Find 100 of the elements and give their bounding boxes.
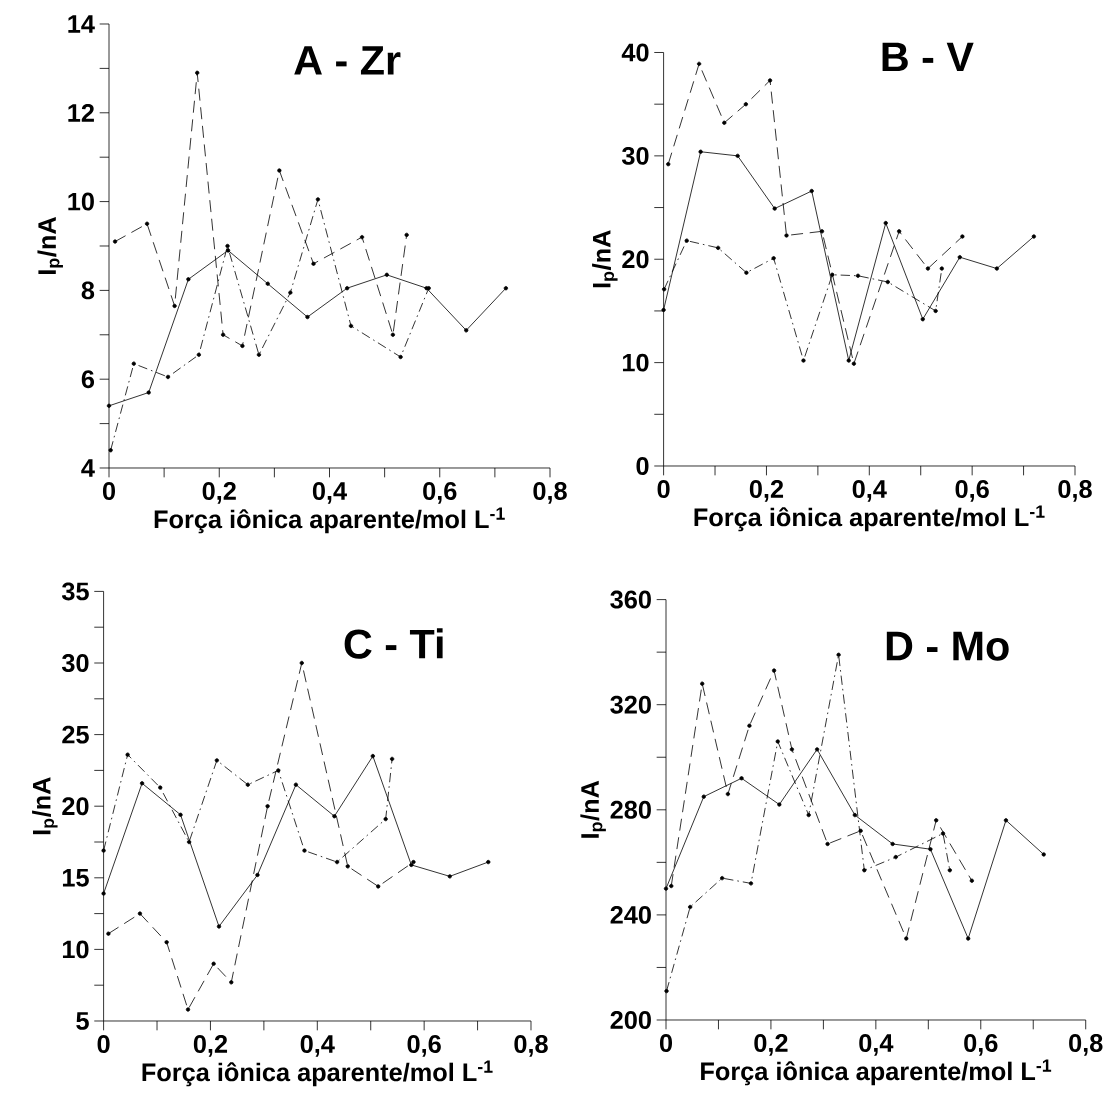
point bbox=[739, 776, 744, 781]
y-tick-label: 6 bbox=[81, 370, 95, 389]
point bbox=[146, 390, 151, 395]
point bbox=[345, 864, 350, 869]
x-tick-label: 0,6 bbox=[423, 482, 457, 504]
x-tick-label: 0,8 bbox=[1058, 480, 1092, 502]
y-tick-label: 8 bbox=[81, 281, 95, 300]
point bbox=[933, 308, 938, 314]
x-tick-label: 0,8 bbox=[1069, 1034, 1103, 1056]
point bbox=[925, 266, 931, 271]
point bbox=[411, 859, 416, 865]
point bbox=[904, 936, 909, 941]
point bbox=[735, 153, 740, 158]
point bbox=[744, 270, 749, 275]
y-axis-title: I$_{p}$/nA bbox=[37, 216, 63, 274]
point bbox=[315, 197, 321, 202]
y-tick-label: 35 bbox=[61, 582, 89, 601]
point bbox=[858, 828, 863, 833]
point bbox=[216, 924, 222, 929]
y-tick-label: 20 bbox=[622, 250, 649, 269]
point bbox=[743, 102, 749, 107]
y-tick-label: 4 bbox=[81, 459, 95, 477]
point bbox=[186, 839, 192, 845]
y-tick-label: 12 bbox=[68, 103, 94, 122]
point bbox=[229, 980, 234, 985]
point bbox=[101, 848, 106, 853]
point bbox=[299, 660, 304, 666]
point bbox=[934, 818, 939, 823]
point bbox=[106, 931, 111, 936]
x-tick-label: 0,2 bbox=[749, 480, 784, 502]
x-axis-title: Força iônica aparente/mol L$^{-1}$ bbox=[701, 1059, 1052, 1086]
point bbox=[777, 802, 782, 807]
point bbox=[185, 1007, 191, 1012]
point bbox=[464, 328, 469, 333]
point bbox=[939, 266, 944, 271]
point bbox=[669, 883, 674, 889]
point bbox=[359, 234, 365, 240]
point bbox=[696, 61, 702, 66]
point bbox=[771, 668, 777, 673]
point bbox=[661, 307, 666, 313]
point bbox=[383, 816, 388, 822]
y-tick-label: 14 bbox=[68, 15, 95, 33]
point bbox=[112, 239, 118, 244]
y-tick-label: 10 bbox=[622, 353, 649, 372]
y-tick-label: 15 bbox=[62, 868, 89, 887]
point bbox=[106, 403, 112, 408]
point bbox=[276, 768, 281, 773]
point bbox=[846, 358, 851, 363]
point bbox=[701, 794, 706, 799]
point bbox=[947, 868, 952, 873]
y-tick-label: 5 bbox=[76, 1012, 89, 1030]
point bbox=[830, 272, 835, 277]
y-axis-title: I$_{p}$/nA bbox=[580, 780, 606, 838]
point bbox=[108, 448, 113, 453]
y-tick-label: 20 bbox=[62, 797, 89, 816]
y-tick-label: 240 bbox=[610, 905, 651, 924]
point bbox=[211, 961, 216, 966]
point bbox=[404, 232, 409, 238]
point bbox=[293, 782, 299, 787]
point bbox=[663, 886, 669, 891]
point bbox=[893, 854, 898, 860]
point bbox=[245, 782, 250, 787]
point bbox=[376, 884, 381, 889]
point bbox=[255, 872, 260, 878]
point bbox=[503, 286, 509, 291]
point bbox=[666, 162, 671, 167]
point bbox=[486, 859, 491, 865]
x-tick-label: 0,6 bbox=[407, 1035, 441, 1057]
x-tick-label: 0,8 bbox=[533, 482, 567, 504]
point bbox=[131, 361, 136, 366]
point bbox=[101, 891, 106, 896]
x-tick-label: 0,2 bbox=[202, 482, 236, 504]
point bbox=[137, 911, 143, 916]
point bbox=[390, 332, 396, 337]
x-tick-label: 0,2 bbox=[193, 1035, 228, 1057]
y-tick-label: 0 bbox=[636, 457, 649, 475]
point bbox=[409, 862, 414, 868]
point bbox=[389, 756, 395, 762]
text: D - Mo bbox=[886, 631, 1009, 661]
point bbox=[809, 188, 814, 194]
point bbox=[851, 361, 857, 366]
x-tick-label: 0 bbox=[657, 480, 670, 498]
x-tick-label: 0,4 bbox=[312, 482, 347, 504]
point bbox=[195, 70, 200, 75]
y-axis-title: I$_{p}$/nA bbox=[592, 230, 618, 288]
point bbox=[928, 847, 933, 852]
y-tick-label: 10 bbox=[62, 940, 89, 959]
point bbox=[139, 781, 145, 786]
x-tick-label: 0 bbox=[659, 1034, 673, 1052]
x-tick-label: 0,4 bbox=[859, 1034, 894, 1056]
point bbox=[801, 358, 806, 363]
point bbox=[688, 904, 693, 910]
point bbox=[940, 831, 946, 836]
point bbox=[767, 78, 773, 83]
point bbox=[698, 149, 703, 154]
point bbox=[897, 229, 902, 234]
point bbox=[957, 255, 962, 260]
point bbox=[178, 812, 183, 817]
y-tick-label: 200 bbox=[610, 1011, 651, 1029]
point bbox=[447, 874, 452, 879]
